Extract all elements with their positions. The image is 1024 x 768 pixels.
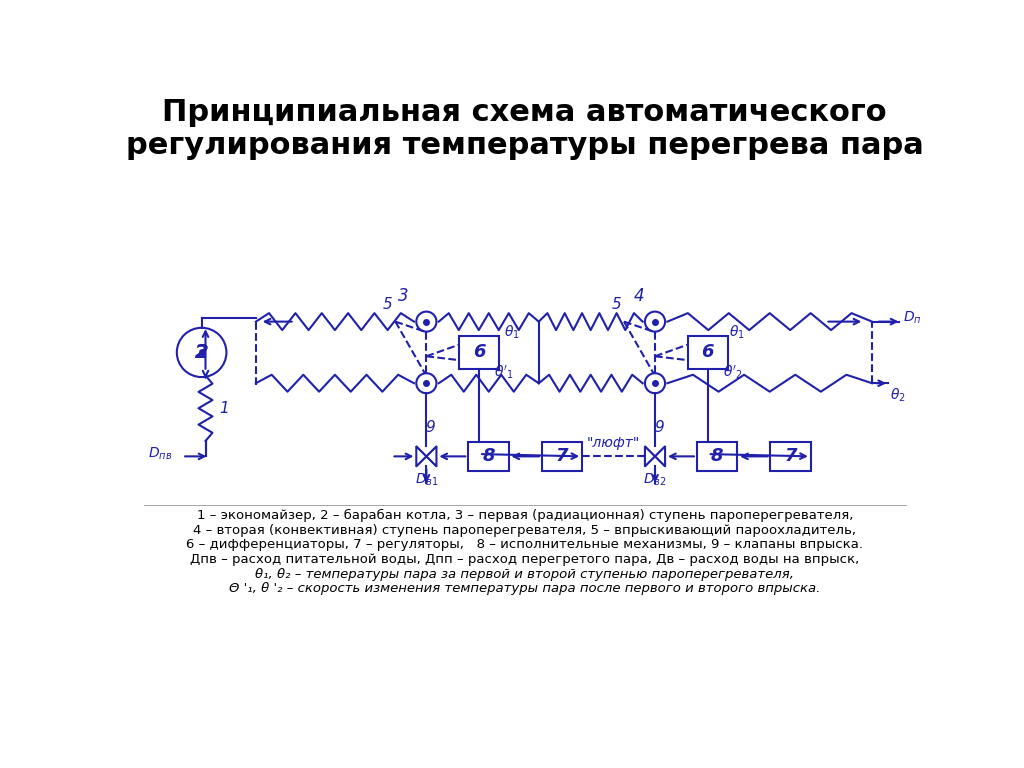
Text: $\theta'_2$: $\theta'_2$ xyxy=(723,363,742,381)
Bar xyxy=(459,336,500,369)
Bar xyxy=(770,442,811,471)
Text: 5: 5 xyxy=(383,297,392,313)
Text: 7: 7 xyxy=(556,448,568,465)
Text: 8: 8 xyxy=(711,448,723,465)
Text: $\theta_1$: $\theta_1$ xyxy=(504,324,519,341)
Text: Дпв – расход питательной воды, Дпп – расход перегретого пара, Дв – расход воды н: Дпв – расход питательной воды, Дпп – рас… xyxy=(190,553,859,566)
Text: 9: 9 xyxy=(654,420,664,435)
Text: $D_{в1}$: $D_{в1}$ xyxy=(415,472,438,488)
Text: Θ '₁, θ '₂ – скорость изменения температуры пара после первого и второго впрыска: Θ '₁, θ '₂ – скорость изменения температ… xyxy=(229,582,820,595)
Text: 6: 6 xyxy=(473,343,485,362)
Text: "люфт": "люфт" xyxy=(587,436,640,450)
Text: Принципиальная схема автоматического
регулирования температуры перегрева пара: Принципиальная схема автоматического рег… xyxy=(126,98,924,161)
Text: 7: 7 xyxy=(784,448,797,465)
Text: $D_{в2}$: $D_{в2}$ xyxy=(643,472,667,488)
Text: 1: 1 xyxy=(219,401,229,415)
Text: 5: 5 xyxy=(611,297,622,313)
Text: 4: 4 xyxy=(634,286,645,305)
Bar xyxy=(697,442,737,471)
Text: $D_п$: $D_п$ xyxy=(903,310,922,326)
Text: 1 – экономайзер, 2 – барабан котла, 3 – первая (радиационная) ступень пароперегр: 1 – экономайзер, 2 – барабан котла, 3 – … xyxy=(197,509,853,522)
Text: 9: 9 xyxy=(425,420,435,435)
Text: θ₁, θ₂ – температуры пара за первой и второй ступенью пароперегревателя,: θ₁, θ₂ – температуры пара за первой и вт… xyxy=(255,568,795,581)
Text: 8: 8 xyxy=(482,448,495,465)
Text: $\theta_1$: $\theta_1$ xyxy=(728,324,744,341)
Text: $\theta'_1$: $\theta'_1$ xyxy=(494,363,514,381)
Bar xyxy=(687,336,728,369)
Text: 3: 3 xyxy=(397,286,409,305)
Bar xyxy=(542,442,583,471)
Text: 2: 2 xyxy=(195,343,209,362)
Text: $D_{пв}$: $D_{пв}$ xyxy=(147,446,172,462)
Text: 6: 6 xyxy=(701,343,714,362)
Text: $\theta_2$: $\theta_2$ xyxy=(890,386,905,404)
Text: 4 – вторая (конвективная) ступень пароперегревателя, 5 – впрыскивающий пароохлад: 4 – вторая (конвективная) ступень паропе… xyxy=(194,524,856,537)
Text: 6 – дифференциаторы, 7 – регуляторы,   8 – исполнительные механизмы, 9 – клапаны: 6 – дифференциаторы, 7 – регуляторы, 8 –… xyxy=(186,538,863,551)
Text: 2: 2 xyxy=(195,343,209,362)
Bar xyxy=(468,442,509,471)
